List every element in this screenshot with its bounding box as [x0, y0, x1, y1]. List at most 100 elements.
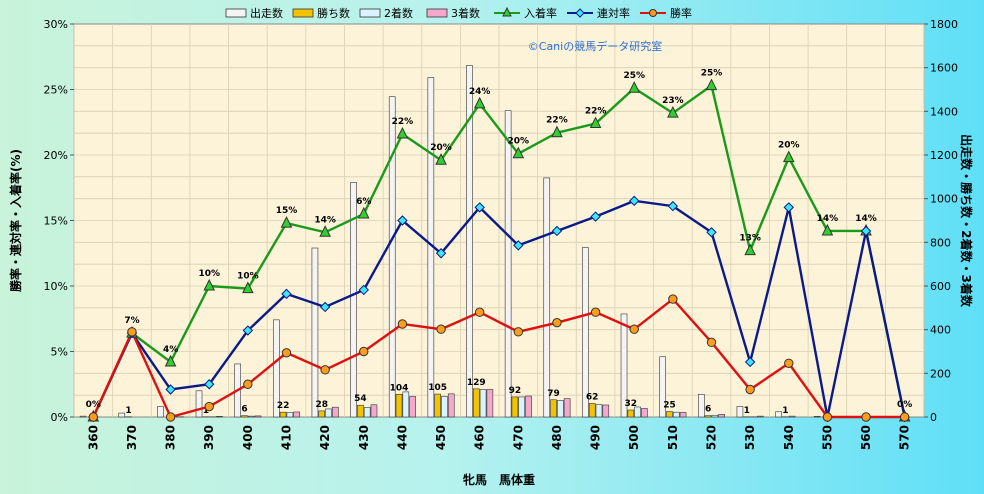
marker-入着率: [435, 153, 447, 165]
bar-出走数: [350, 182, 357, 418]
legend-label: 入着率: [524, 6, 557, 20]
line-data-label: 14%: [817, 214, 839, 224]
line-data-label: 7%: [124, 316, 139, 326]
bar-data-label: 129: [467, 378, 486, 388]
bar-data-label: 22: [277, 401, 290, 411]
bar-3着数: [486, 389, 494, 418]
bar-2着数: [788, 415, 796, 418]
bar-出走数: [775, 411, 782, 418]
marker-連対率: [783, 202, 794, 213]
bar-勝ち数: [472, 388, 480, 418]
marker-連対率: [204, 379, 215, 390]
line-勝率: [92, 297, 905, 419]
bar-3着数: [525, 395, 532, 418]
x-tick-label: 390: [202, 425, 216, 450]
x-tick-label: 460: [473, 425, 487, 450]
bar-data-label: 79: [547, 389, 560, 399]
line-data-label: 25%: [701, 69, 723, 79]
bar-勝ち数: [666, 411, 673, 418]
bar-出走数: [736, 406, 744, 418]
bar-3着数: [641, 408, 648, 418]
line-data-label: 15%: [276, 206, 298, 216]
legend-item: 入着率: [494, 6, 557, 20]
marker-勝率: [629, 324, 639, 334]
bar-出走数: [311, 247, 319, 418]
marker-勝率: [899, 412, 910, 422]
x-tick-label: 500: [627, 425, 641, 450]
bar-2着数: [363, 407, 371, 418]
legend-item: 勝ち数: [292, 6, 350, 20]
y-left-tick-label: 30%: [44, 18, 68, 31]
marker-入着率: [242, 281, 254, 294]
x-tick-label: 480: [550, 425, 564, 450]
bar-3着数: [602, 404, 610, 418]
legend-marker: [575, 8, 585, 18]
marker-入着率: [705, 78, 718, 91]
marker-入着率: [821, 223, 834, 236]
marker-勝率: [281, 348, 292, 358]
y-axis-title-right: 出走数・勝ち数・2着数・3着数: [959, 134, 974, 308]
bar-3着数: [757, 415, 764, 418]
legend-label: 勝率: [670, 6, 692, 20]
x-tick-label: 510: [666, 425, 680, 450]
bar-data-label: 1: [782, 406, 788, 416]
marker-勝率: [513, 327, 524, 337]
y-right-tick-label: 800: [930, 236, 951, 249]
bar-勝ち数: [588, 403, 596, 418]
bar-勝ち数: [627, 409, 635, 418]
marker-連対率: [590, 211, 601, 222]
marker-連対率: [281, 288, 292, 300]
legend-swatch: [359, 8, 381, 18]
bar-出走数: [659, 356, 666, 418]
marker-連対率: [667, 200, 679, 212]
x-tick-label: 470: [511, 425, 525, 450]
line-data-label: 13%: [739, 234, 761, 244]
bar-2着数: [557, 400, 564, 418]
y-right-tick-label: 200: [930, 367, 951, 380]
marker-入着率: [319, 225, 331, 237]
marker-勝率: [861, 412, 871, 422]
y-right-tick-label: 1600: [930, 62, 958, 75]
bar-data-label: 105: [428, 383, 447, 393]
bar-data-label: 6: [705, 405, 711, 415]
bar-出走数: [466, 65, 473, 418]
x-tick-label: 440: [395, 425, 409, 450]
bar-出走数: [79, 415, 87, 418]
line-data-label: 20%: [430, 143, 452, 153]
bar-出走数: [582, 247, 589, 418]
marker-勝率: [243, 379, 253, 389]
marker-入着率: [667, 105, 679, 118]
line-入着率: [92, 83, 906, 418]
marker-連対率: [513, 240, 524, 251]
bar-勝ち数: [318, 410, 326, 418]
bar-2着数: [325, 408, 332, 418]
bar-勝ち数: [279, 411, 287, 418]
bar-3着数: [563, 398, 571, 418]
x-tick-label: 530: [743, 425, 757, 450]
marker-入着率: [280, 216, 293, 228]
marker-勝率: [552, 317, 562, 328]
line-data-label: 24%: [469, 87, 491, 97]
legend: 出走数 勝ち数 2着数 3着数 入着率 連対率 勝率: [225, 6, 692, 20]
line-連対率: [92, 199, 906, 418]
bar-出走数: [813, 416, 821, 418]
legend-label: 2着数: [384, 6, 413, 20]
bar-出走数: [543, 177, 551, 418]
bar-3着数: [679, 412, 687, 418]
bar-出走数: [620, 313, 628, 418]
marker-勝率: [668, 294, 678, 304]
marker-連対率: [706, 227, 717, 238]
bar-2着数: [634, 406, 641, 418]
bar-2着数: [247, 415, 255, 418]
line-data-label: 6%: [356, 197, 371, 207]
line-data-label: 4%: [163, 345, 178, 355]
marker-入着率: [589, 116, 602, 129]
x-tick-label: 490: [589, 425, 603, 450]
line-data-label: 0%: [86, 400, 101, 410]
bar-勝ち数: [511, 396, 519, 418]
y-left-tick-label: 15%: [44, 215, 68, 228]
y-right-tick-label: 1400: [930, 105, 958, 118]
legend-swatch: [426, 8, 448, 18]
marker-入着率: [512, 146, 525, 159]
line-data-label: 14%: [314, 215, 336, 225]
